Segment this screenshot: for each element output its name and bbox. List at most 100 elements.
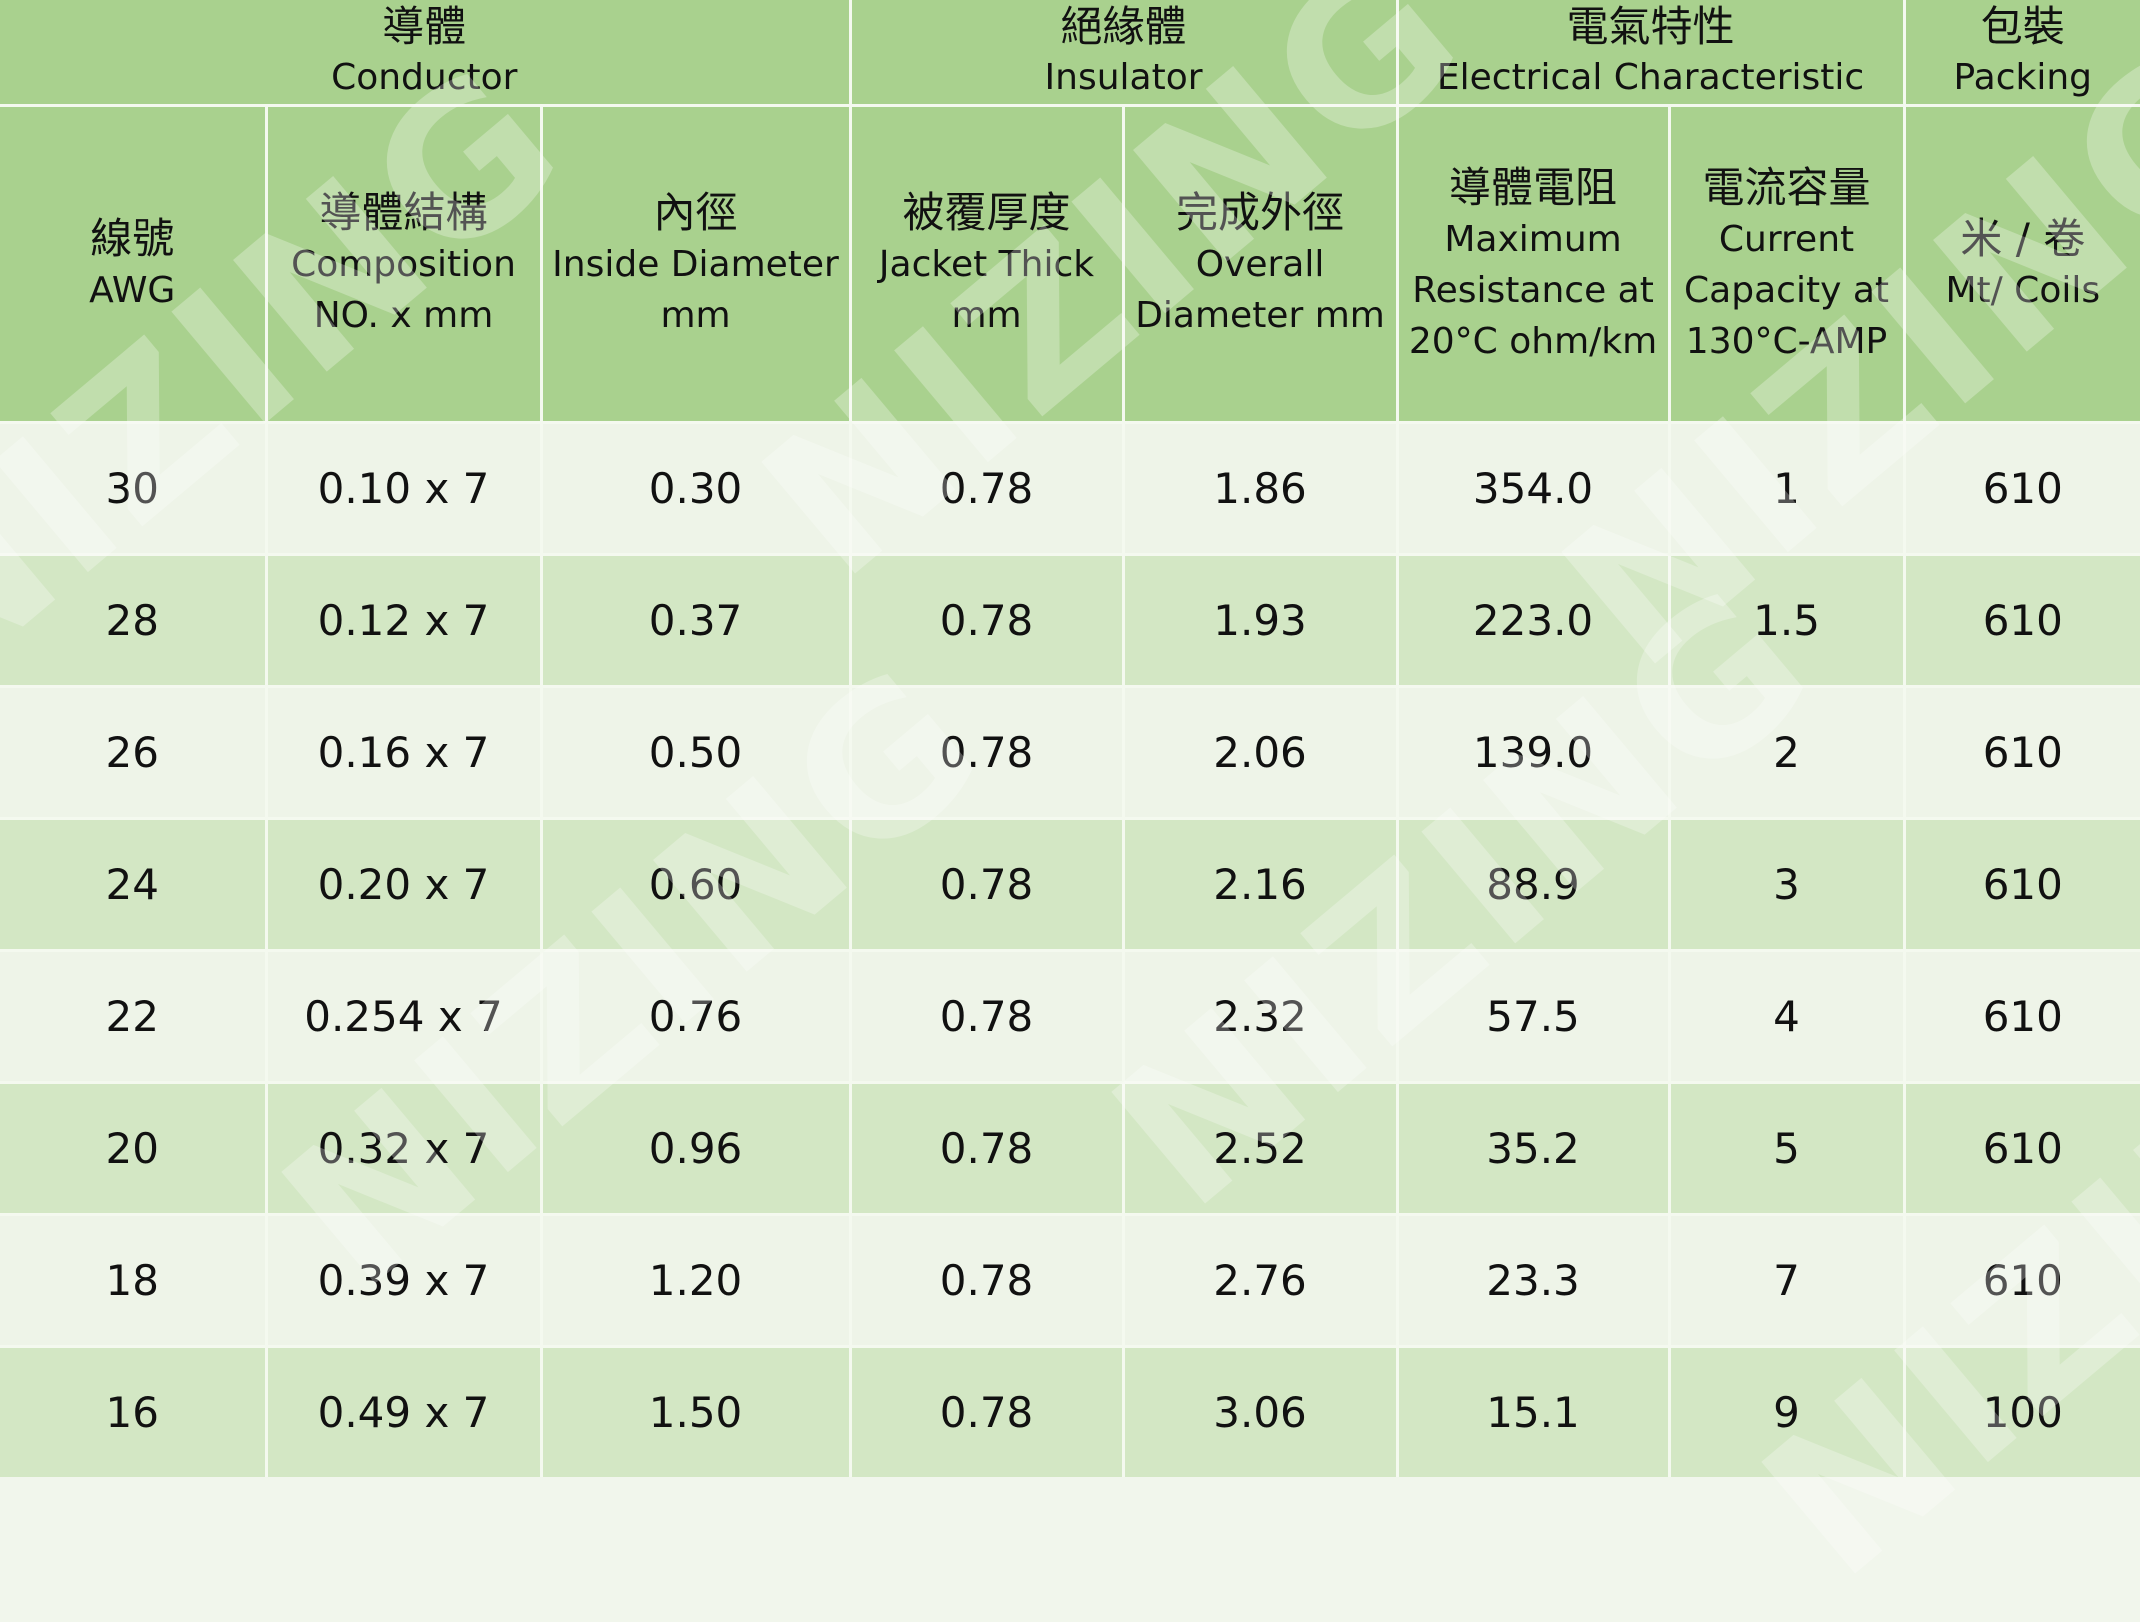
col-header-overall-diameter: 完成外徑 Overall Diameter mm [1123, 105, 1399, 424]
col-overall-diameter-en2: Diameter mm [1135, 295, 1385, 336]
group-insulator-en: Insulator [1044, 57, 1203, 98]
cell-composition: 0.20 x 7 [266, 818, 543, 952]
col-current-zh: 電流容量 [1702, 162, 1871, 212]
group-conductor-zh: 導體 [382, 2, 467, 51]
col-coils-zh: 米 / 卷 [1960, 213, 2086, 263]
col-inside-diameter-en1: Inside Diameter [552, 244, 839, 285]
col-awg-en: AWG [89, 269, 176, 311]
col-composition-en1: Composition [291, 244, 516, 285]
group-header-row: 導體 Conductor 絕緣體 Insulator 電氣特性 Electric… [0, 0, 2140, 107]
col-inside-diameter-en2: mm [660, 295, 731, 336]
cell-overall-diameter: 2.16 [1123, 818, 1399, 952]
cell-coils: 610 [1904, 554, 2140, 688]
cell-composition: 0.49 x 7 [266, 1346, 543, 1477]
col-overall-diameter-zh: 完成外徑 [1176, 188, 1345, 237]
group-electrical-en: Electrical Characteristic [1436, 57, 1865, 98]
cell-resistance: 15.1 [1397, 1346, 1671, 1477]
wire-spec-table: 導體 Conductor 絕緣體 Insulator 電氣特性 Electric… [0, 0, 2140, 1477]
cell-overall-diameter: 2.06 [1123, 686, 1399, 820]
cell-resistance: 139.0 [1397, 686, 1671, 820]
col-current-en3: 130°C-AMP [1685, 320, 1888, 362]
col-awg-zh: 線號 [90, 213, 175, 263]
table-row: 20 0.32 x 7 0.96 0.78 2.52 35.2 5 610 [0, 1082, 2140, 1216]
cell-coils: 610 [1904, 950, 2140, 1084]
group-packing-zh: 包裝 [1980, 2, 2065, 51]
cell-current: 3 [1669, 818, 1906, 952]
cell-awg: 30 [0, 422, 268, 556]
cell-inside-diameter: 1.50 [541, 1346, 852, 1477]
cell-coils: 610 [1904, 1214, 2140, 1348]
cell-overall-diameter: 3.06 [1123, 1346, 1399, 1477]
table-row: 18 0.39 x 7 1.20 0.78 2.76 23.3 7 610 [0, 1214, 2140, 1348]
cell-inside-diameter: 0.60 [541, 818, 852, 952]
spec-sheet: 導體 Conductor 絕緣體 Insulator 電氣特性 Electric… [0, 0, 2140, 1477]
cell-awg: 18 [0, 1214, 268, 1348]
cell-inside-diameter: 0.50 [541, 686, 852, 820]
cell-jacket-thick: 0.78 [850, 422, 1125, 556]
col-header-awg: 線號 AWG [0, 105, 268, 424]
table-row: 22 0.254 x 7 0.76 0.78 2.32 57.5 4 610 [0, 950, 2140, 1084]
cell-coils: 610 [1904, 818, 2140, 952]
cell-overall-diameter: 2.52 [1123, 1082, 1399, 1216]
cell-jacket-thick: 0.78 [850, 1082, 1125, 1216]
cell-coils: 100 [1904, 1346, 2140, 1477]
group-insulator: 絕緣體 Insulator [850, 0, 1399, 107]
cell-overall-diameter: 2.32 [1123, 950, 1399, 1084]
cell-resistance: 88.9 [1397, 818, 1671, 952]
col-header-composition: 導體結構 Composition NO. x mm [266, 105, 543, 424]
cell-composition: 0.10 x 7 [266, 422, 543, 556]
cell-awg: 28 [0, 554, 268, 688]
col-resistance-zh: 導體電阻 [1449, 162, 1618, 212]
group-insulator-zh: 絕緣體 [1060, 2, 1187, 51]
col-resistance-en1: Maximum [1444, 218, 1622, 260]
cell-jacket-thick: 0.78 [850, 554, 1125, 688]
cell-current: 4 [1669, 950, 1906, 1084]
cell-overall-diameter: 1.93 [1123, 554, 1399, 688]
cell-jacket-thick: 0.78 [850, 950, 1125, 1084]
col-header-inside-diameter: 內徑 Inside Diameter mm [541, 105, 852, 424]
cell-resistance: 354.0 [1397, 422, 1671, 556]
cell-jacket-thick: 0.78 [850, 1346, 1125, 1477]
col-coils-en: Mt/ Coils [1945, 269, 2101, 311]
col-jacket-thick-en2: mm [951, 295, 1022, 336]
col-header-coils: 米 / 卷 Mt/ Coils [1904, 105, 2140, 424]
cell-coils: 610 [1904, 422, 2140, 556]
cell-resistance: 57.5 [1397, 950, 1671, 1084]
col-current-en1: Current [1718, 218, 1855, 260]
column-header-row: 線號 AWG 導體結構 Composition NO. x mm 內徑 Insi… [0, 105, 2140, 424]
cell-awg: 16 [0, 1346, 268, 1477]
cell-current: 7 [1669, 1214, 1906, 1348]
cell-current: 2 [1669, 686, 1906, 820]
cell-awg: 26 [0, 686, 268, 820]
cell-current: 1.5 [1669, 554, 1906, 688]
table-row: 26 0.16 x 7 0.50 0.78 2.06 139.0 2 610 [0, 686, 2140, 820]
cell-composition: 0.16 x 7 [266, 686, 543, 820]
col-overall-diameter-en1: Overall [1195, 244, 1325, 285]
cell-resistance: 223.0 [1397, 554, 1671, 688]
group-electrical: 電氣特性 Electrical Characteristic [1397, 0, 1906, 107]
col-header-current: 電流容量 Current Capacity at 130°C-AMP [1669, 105, 1906, 424]
cell-current: 5 [1669, 1082, 1906, 1216]
table-row: 30 0.10 x 7 0.30 0.78 1.86 354.0 1 610 [0, 422, 2140, 556]
cell-resistance: 35.2 [1397, 1082, 1671, 1216]
col-composition-en2: NO. x mm [313, 295, 494, 336]
cell-awg: 24 [0, 818, 268, 952]
group-electrical-zh: 電氣特性 [1566, 2, 1735, 51]
cell-inside-diameter: 0.96 [541, 1082, 852, 1216]
cell-jacket-thick: 0.78 [850, 686, 1125, 820]
col-resistance-en3: 20°C ohm/km [1408, 320, 1658, 362]
col-header-jacket-thick: 被覆厚度 Jacket Thick mm [850, 105, 1125, 424]
cell-inside-diameter: 0.30 [541, 422, 852, 556]
group-conductor-en: Conductor [331, 57, 518, 98]
table-row: 24 0.20 x 7 0.60 0.78 2.16 88.9 3 610 [0, 818, 2140, 952]
table-row: 28 0.12 x 7 0.37 0.78 1.93 223.0 1.5 610 [0, 554, 2140, 688]
cell-overall-diameter: 2.76 [1123, 1214, 1399, 1348]
cell-composition: 0.12 x 7 [266, 554, 543, 688]
cell-awg: 20 [0, 1082, 268, 1216]
group-packing-en: Packing [1953, 57, 2093, 98]
cell-inside-diameter: 0.37 [541, 554, 852, 688]
cell-inside-diameter: 0.76 [541, 950, 852, 1084]
cell-jacket-thick: 0.78 [850, 818, 1125, 952]
col-jacket-thick-en1: Jacket Thick [878, 244, 1095, 285]
cell-inside-diameter: 1.20 [541, 1214, 852, 1348]
